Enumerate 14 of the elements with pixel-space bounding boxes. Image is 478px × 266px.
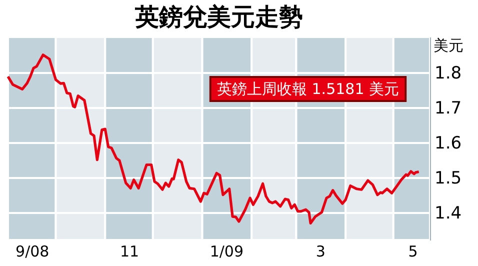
- y-tick-label: 1.5: [434, 168, 462, 189]
- y-tick-label: 1.6: [434, 134, 462, 154]
- y-axis-title: 美元: [434, 36, 464, 54]
- x-tick-label: 3: [316, 242, 326, 260]
- x-tick-label: 1/09: [210, 242, 244, 260]
- annotation: 英鎊上周收報 1.5181 美元: [216, 80, 400, 98]
- y-tick-label: 1.4: [434, 204, 462, 224]
- y-tick-label: 1.8: [434, 64, 462, 84]
- x-tick-label: 9/08: [16, 242, 50, 260]
- y-tick-label: 1.7: [434, 98, 462, 119]
- x-tick-label: 11: [120, 242, 140, 260]
- chart-title: 英鎊兌美元走勢: [134, 3, 303, 31]
- line-series: [6, 54, 420, 224]
- x-tick-label: 5: [408, 242, 418, 260]
